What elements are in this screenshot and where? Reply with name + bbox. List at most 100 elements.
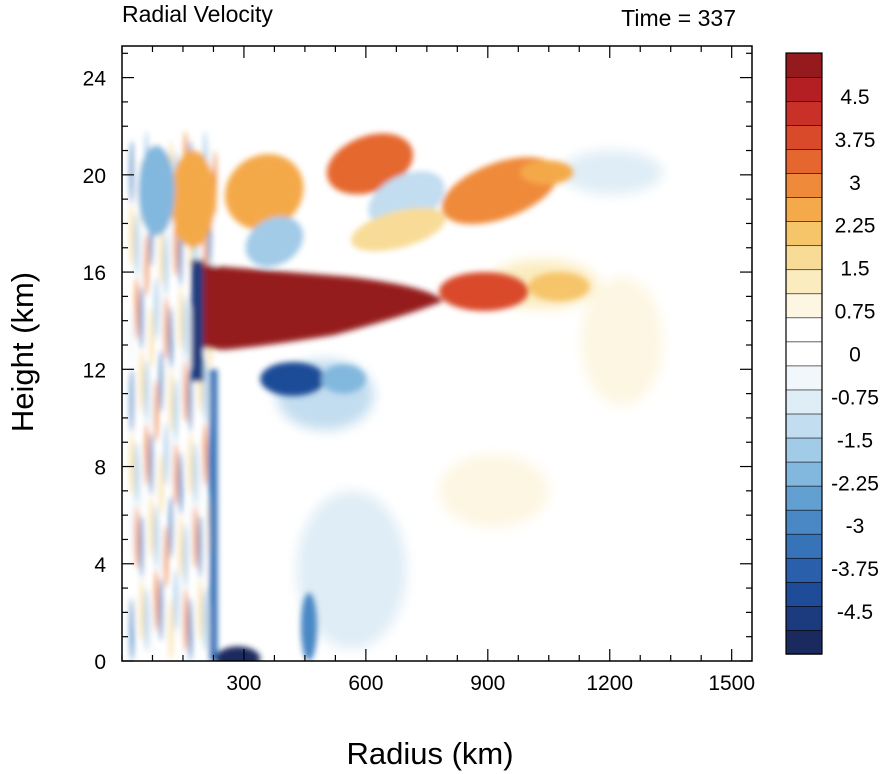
field-blob <box>183 359 188 423</box>
field-blob <box>149 495 154 559</box>
field-blob <box>154 379 159 443</box>
field-blob <box>149 306 154 370</box>
field-blob <box>188 495 193 559</box>
field-blob <box>149 432 154 496</box>
colorbar-tick-label: 2.25 <box>835 215 876 238</box>
field-blob <box>164 588 168 652</box>
field-blob <box>260 362 326 397</box>
field-blob <box>135 442 139 506</box>
field-blob <box>193 568 198 632</box>
field-blob <box>144 359 149 423</box>
field-blob <box>203 588 207 652</box>
chart-title: Radial Velocity <box>122 1 273 27</box>
colorbar-segment <box>785 413 823 439</box>
field-blob <box>130 597 134 661</box>
colorbar-tick-label: -2.25 <box>831 472 879 495</box>
field-blob <box>439 454 549 528</box>
field-blob <box>581 276 663 406</box>
colorbar-segment <box>785 124 823 150</box>
field-blob <box>215 646 261 661</box>
x-tick-label: 300 <box>226 672 261 695</box>
field-blob <box>183 422 188 486</box>
x-tick-label: 600 <box>348 672 383 695</box>
field-blob <box>224 153 304 230</box>
field-background-layer <box>276 150 663 649</box>
colorbar-segment <box>785 557 823 583</box>
field-blob <box>154 568 159 632</box>
colorbar-segment <box>785 461 823 487</box>
y-axis-label: Height (km) <box>5 272 40 432</box>
colorbar-segment <box>785 533 823 559</box>
field-blob <box>164 296 168 360</box>
x-axis: 300 600 900 1200 1500 <box>121 46 755 695</box>
y-tick-label: 12 <box>83 359 106 382</box>
colorbar-segment <box>785 196 823 222</box>
colorbar-segment <box>785 581 823 607</box>
field-blob <box>159 349 164 414</box>
field-blob <box>296 490 407 649</box>
field-blob <box>138 145 175 236</box>
colorbar-segment <box>785 220 823 247</box>
field-blob <box>149 369 154 433</box>
field-blob <box>183 588 188 652</box>
colorbar-tick-label: -4.5 <box>837 601 873 624</box>
colorbar-tick-label: 1.5 <box>840 258 869 281</box>
colorbar-segment <box>785 437 823 463</box>
colorbar-tick-label: -0.75 <box>831 386 879 409</box>
field-blob <box>174 505 178 569</box>
colorbar-frame <box>785 52 823 655</box>
field-blob <box>144 296 149 360</box>
colorbar-segment <box>785 172 823 198</box>
colorbar <box>785 52 823 655</box>
colorbar-labels: 4.5 3.75 3 2.25 1.5 0.75 0 -0.75 -1.5 -2.25 -3 -3.7… <box>831 86 879 624</box>
colorbar-segment <box>785 629 823 655</box>
field-blob <box>139 578 144 642</box>
field-blob <box>203 422 207 486</box>
field-blob <box>203 524 207 589</box>
field-blob <box>169 597 173 661</box>
field-blob <box>193 505 198 569</box>
chart-time-label: Time = 337 <box>621 5 736 31</box>
field-blob <box>169 432 173 496</box>
field-blob <box>169 495 173 559</box>
field-blob <box>528 272 590 302</box>
field-blob <box>130 495 134 559</box>
colorbar-tick-label: -3.75 <box>831 558 879 581</box>
field-blob <box>135 276 139 341</box>
plot-frame <box>121 45 753 662</box>
colorbar-segment <box>785 245 823 271</box>
field-blob <box>198 515 203 579</box>
x-tick-label: 1500 <box>708 672 755 695</box>
field-blob <box>178 515 183 579</box>
field-blob <box>135 213 139 277</box>
field-blob <box>139 515 144 579</box>
field-blob <box>326 133 414 195</box>
field-blob <box>135 150 139 214</box>
field-blob <box>178 349 183 414</box>
field-blob <box>169 369 173 433</box>
colorbar-segment <box>785 485 823 511</box>
field-blob <box>159 286 164 350</box>
field-blob <box>441 157 559 225</box>
y-tick-label: 0 <box>94 651 106 674</box>
field-blob <box>135 505 139 569</box>
field-blob <box>135 379 139 443</box>
field-blob <box>135 568 139 632</box>
field-blob <box>188 597 193 661</box>
eyewall-column <box>209 369 218 661</box>
field-blob <box>169 306 173 370</box>
field-blob <box>245 216 304 267</box>
field-blob <box>170 150 216 248</box>
field-blob <box>439 272 529 311</box>
field-blob <box>144 588 149 652</box>
colorbar-tick-label: 4.5 <box>840 86 869 109</box>
field-blob <box>213 213 217 277</box>
colorbar-segment <box>785 52 823 78</box>
colorbar-segment <box>785 341 823 367</box>
x-axis-label: Radius (km) <box>346 736 513 771</box>
velocity-field <box>130 131 663 661</box>
field-blob <box>183 296 188 360</box>
outflow-jet <box>199 264 444 350</box>
field-blob <box>174 379 178 443</box>
